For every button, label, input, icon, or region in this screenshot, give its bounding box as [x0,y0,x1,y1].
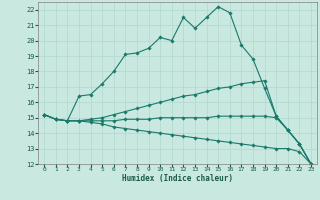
X-axis label: Humidex (Indice chaleur): Humidex (Indice chaleur) [122,174,233,183]
